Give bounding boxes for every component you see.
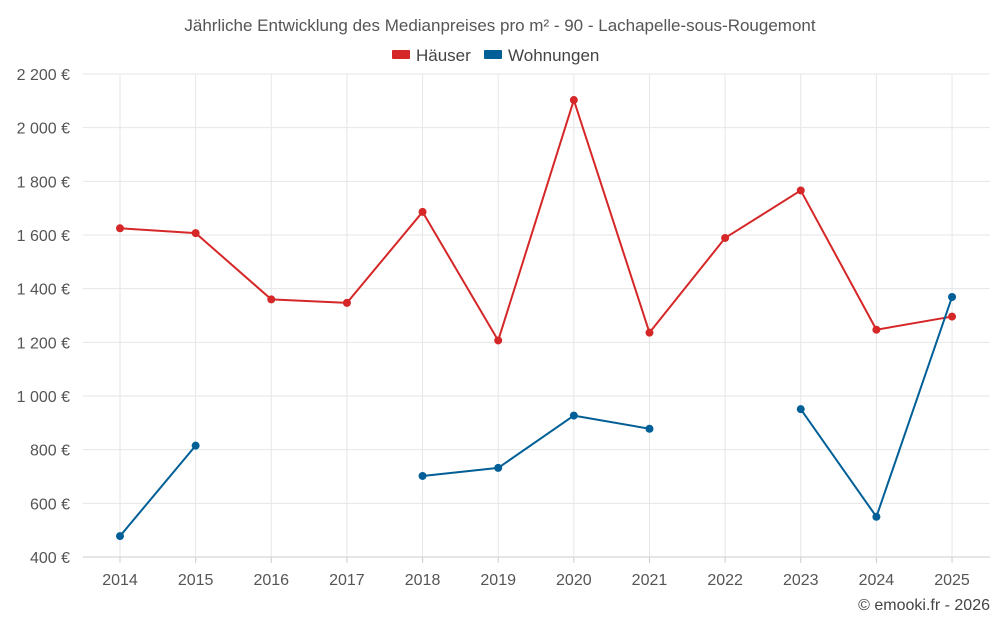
point-haeuser-2017[interactable]: [342, 298, 351, 307]
point-haeuser-2020[interactable]: [569, 96, 578, 105]
legend-label-wohnungen[interactable]: Wohnungen: [508, 46, 599, 65]
point-haeuser-2025[interactable]: [948, 312, 957, 321]
x-tick-label: 2016: [253, 572, 289, 589]
y-tick-label: 1 400 €: [17, 282, 70, 299]
point-wohnungen-2014[interactable]: [116, 532, 124, 541]
point-wohnungen-2025[interactable]: [948, 292, 957, 301]
chart-title: Jährliche Entwicklung des Medianpreises …: [184, 16, 815, 35]
point-haeuser-2024[interactable]: [872, 325, 881, 334]
point-haeuser-2023[interactable]: [796, 186, 805, 195]
y-tick-label: 400 €: [30, 550, 70, 567]
y-tick-label: 2 000 €: [17, 121, 70, 138]
legend-swatch-wohnungen: [484, 50, 502, 59]
legend-swatch-haeuser: [392, 50, 410, 59]
y-tick-label: 1 000 €: [17, 389, 70, 406]
legend: Häuser Wohnungen: [392, 46, 599, 65]
x-axis-ticks: 2014 2015 2016 2017 2018 2019 2020 2021 2022 2023…: [102, 557, 970, 589]
x-tick-label: 2023: [783, 572, 819, 589]
point-wohnungen-2019[interactable]: [494, 463, 503, 472]
series-line-wohnungen-1: [422, 414, 650, 477]
y-axis-ticks: 400 € 600 € 800 € 1 000 € 1 200 € 1 400 € 1 60…: [17, 67, 70, 567]
point-wohnungen-2021[interactable]: [645, 424, 654, 433]
x-tick-label: 2025: [934, 572, 970, 589]
point-haeuser-2018[interactable]: [418, 207, 427, 216]
point-haeuser-2014[interactable]: [116, 224, 124, 233]
legend-label-haeuser[interactable]: Häuser: [416, 46, 471, 65]
x-tick-label: 2021: [632, 572, 668, 589]
series-layer: [116, 96, 957, 541]
point-wohnungen-2024[interactable]: [872, 512, 881, 521]
y-tick-label: 600 €: [30, 496, 70, 513]
y-tick-label: 1 200 €: [17, 335, 70, 352]
credit: © emooki.fr - 2026: [858, 597, 990, 614]
x-tick-label: 2019: [480, 572, 516, 589]
point-haeuser-2021[interactable]: [645, 328, 654, 337]
series-line-haeuser-0: [119, 99, 953, 342]
x-tick-label: 2022: [707, 572, 743, 589]
point-wohnungen-2018[interactable]: [418, 471, 427, 480]
point-haeuser-2015[interactable]: [191, 229, 200, 238]
point-haeuser-2016[interactable]: [267, 295, 276, 304]
x-tick-label: 2020: [556, 572, 592, 589]
x-tick-label: 2017: [329, 572, 365, 589]
point-wohnungen-2023[interactable]: [796, 405, 805, 414]
y-tick-label: 1 600 €: [17, 228, 70, 245]
series-line-wohnungen-0: [119, 445, 197, 537]
point-wohnungen-2020[interactable]: [569, 411, 578, 420]
x-tick-label: 2015: [178, 572, 214, 589]
point-wohnungen-2015[interactable]: [191, 441, 200, 450]
y-tick-label: 800 €: [30, 443, 70, 460]
point-haeuser-2022[interactable]: [721, 233, 730, 242]
x-tick-label: 2014: [102, 572, 138, 589]
x-tick-label: 2024: [859, 572, 895, 589]
x-tick-label: 2018: [405, 572, 441, 589]
grid: [83, 73, 990, 558]
point-haeuser-2019[interactable]: [494, 336, 503, 345]
y-tick-label: 2 200 €: [17, 67, 70, 84]
y-tick-label: 1 800 €: [17, 174, 70, 191]
